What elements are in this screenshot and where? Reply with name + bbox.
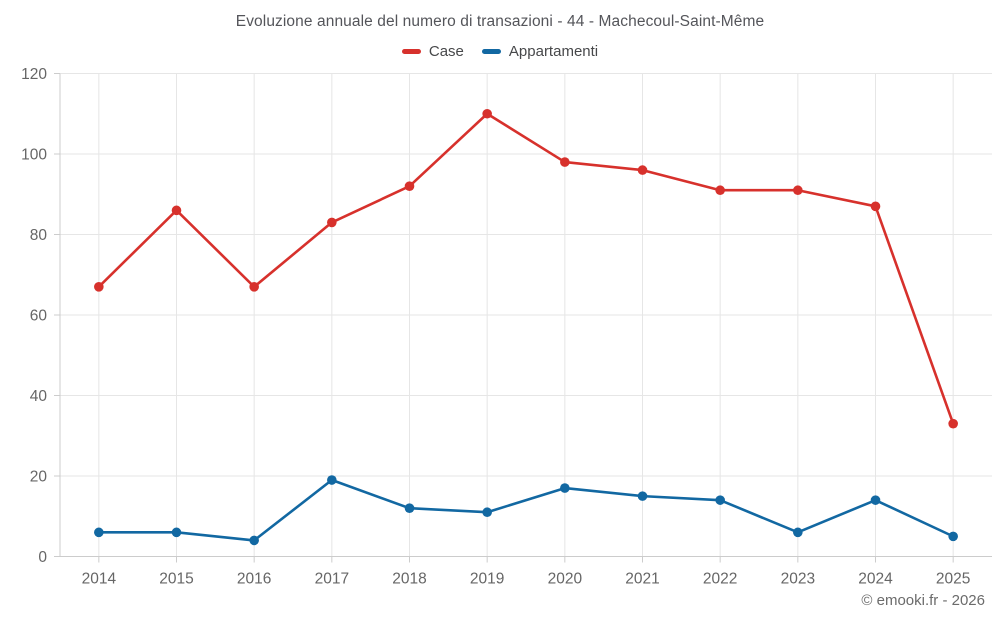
x-tick-label: 2015 <box>159 571 193 588</box>
case-point-2023[interactable] <box>793 185 803 196</box>
case-point-2022[interactable] <box>715 185 725 196</box>
appartamenti-point-2016[interactable] <box>249 535 259 546</box>
x-tick-label: 2022 <box>703 571 737 588</box>
y-tick-label: 60 <box>30 308 48 325</box>
case-point-2024[interactable] <box>870 201 881 212</box>
case-point-2017[interactable] <box>327 217 337 228</box>
x-tick-label: 2025 <box>936 571 970 588</box>
x-tick-label: 2014 <box>82 571 117 588</box>
legend-label-case: Case <box>428 43 464 60</box>
x-tick-label: 2023 <box>781 571 815 588</box>
case-point-2016[interactable] <box>249 282 259 292</box>
appartamenti-series-line <box>97 478 955 542</box>
y-tick-label: 120 <box>21 66 47 83</box>
appartamenti-point-2022[interactable] <box>715 495 725 505</box>
x-tick-label: 2019 <box>470 571 504 588</box>
appartamenti-series-swatch-icon <box>481 48 501 55</box>
case-point-2018[interactable] <box>404 181 415 191</box>
case-point-2014[interactable] <box>94 282 104 292</box>
y-tick-label: 0 <box>38 549 47 566</box>
legend-item-appartamenti[interactable]: Appartamenti <box>481 43 599 60</box>
y-tick-label: 100 <box>21 147 47 164</box>
y-tick-label: 20 <box>30 469 48 486</box>
x-tick-label: 2024 <box>858 571 893 588</box>
case-series-swatch-icon <box>401 48 421 55</box>
case-point-2025[interactable] <box>948 418 958 429</box>
appartamenti-point-2014[interactable] <box>94 527 104 538</box>
chart-legend: Case Appartamenti <box>0 43 1000 60</box>
y-tick-label: 80 <box>30 227 48 244</box>
appartamenti-point-2023[interactable] <box>793 527 803 538</box>
appartamenti-point-2020[interactable] <box>560 483 570 493</box>
appartamenti-point-2018[interactable] <box>404 503 415 513</box>
x-tick-label: 2016 <box>237 571 271 588</box>
appartamenti-point-2024[interactable] <box>870 495 881 505</box>
x-tick-label: 2020 <box>548 571 583 588</box>
legend-item-case[interactable]: Case <box>401 43 464 60</box>
x-tick-label: 2021 <box>625 571 659 588</box>
appartamenti-point-2015[interactable] <box>171 527 182 538</box>
appartamenti-point-2021[interactable] <box>637 491 648 501</box>
appartamenti-point-2025[interactable] <box>948 531 958 542</box>
appartamenti-point-2019[interactable] <box>482 507 492 518</box>
x-tick-label: 2018 <box>392 571 426 588</box>
copyright-credit: © emooki.fr - 2026 <box>861 592 985 609</box>
y-tick-label: 40 <box>30 388 48 405</box>
case-series-line <box>97 112 955 425</box>
case-point-2021[interactable] <box>637 165 648 175</box>
legend-label-appartamenti: Appartamenti <box>508 43 599 60</box>
case-point-2020[interactable] <box>560 157 570 167</box>
appartamenti-point-2017[interactable] <box>327 475 337 485</box>
chart-title: Evoluzione annuale del numero di transaz… <box>235 13 765 30</box>
x-tick-label: 2017 <box>315 571 349 588</box>
case-point-2019[interactable] <box>482 108 492 119</box>
case-point-2015[interactable] <box>171 205 182 216</box>
